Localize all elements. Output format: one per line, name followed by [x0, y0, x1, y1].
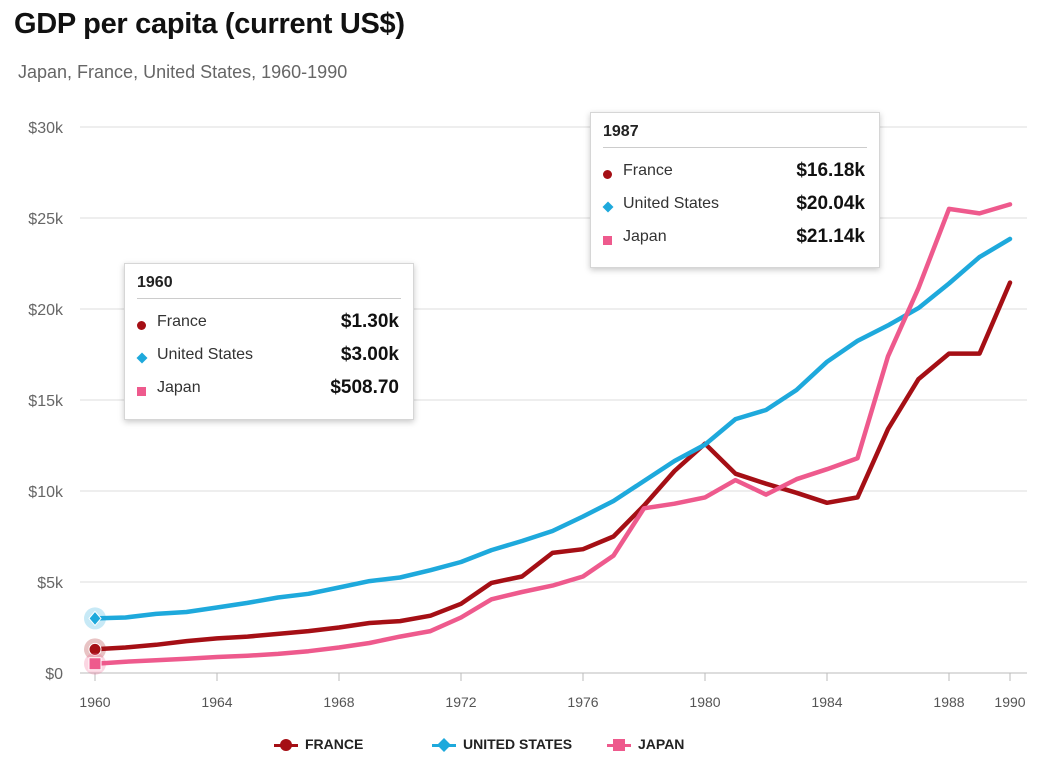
- x-tick-label: 1968: [323, 694, 354, 710]
- tooltip-series-value: $20.04k: [796, 193, 865, 214]
- legend-label: FRANCE: [305, 736, 364, 752]
- tooltip-row-united-states: United States $3.00k: [136, 340, 401, 373]
- series-line-japan[interactable]: [92, 202, 1013, 666]
- highlight-point-japan[interactable]: [88, 657, 102, 671]
- tooltip-series-value: $508.70: [330, 377, 399, 398]
- tooltip-series-value: $21.14k: [796, 226, 865, 247]
- x-tick-label: 1988: [933, 694, 964, 710]
- circle-icon: [137, 321, 146, 330]
- tooltip-year: 1987: [603, 123, 867, 148]
- tooltip-row-united-states: United States $20.04k: [602, 189, 867, 222]
- y-tick-label: $30k: [28, 120, 64, 137]
- y-tick-label: $25k: [28, 211, 64, 228]
- tooltip-row-france: France $1.30k: [137, 307, 401, 340]
- highlight-point-france[interactable]: [88, 642, 102, 656]
- legend-label: JAPAN: [638, 736, 685, 752]
- x-tick-label: 1984: [811, 694, 842, 710]
- square-icon: [613, 739, 625, 751]
- circle-icon: [603, 170, 612, 179]
- x-tick-label: 1964: [201, 694, 232, 710]
- series-line-united-states[interactable]: [92, 236, 1013, 621]
- tooltip-series-name: Japan: [157, 379, 201, 396]
- y-tick-label: $10k: [28, 484, 64, 501]
- y-tick-label: $5k: [37, 575, 64, 592]
- x-axis-ticks: 1960 1964 1968 1972 1976 1980 1984 1988 1990: [79, 673, 1026, 710]
- tooltip-year: 1960: [137, 274, 401, 299]
- tooltip-row-japan: Japan $508.70: [137, 373, 401, 406]
- y-tick-label: $0: [45, 666, 63, 683]
- tooltip-1960: 1960 France $1.30k United States $3.00k …: [124, 263, 414, 420]
- highlight-markers: [84, 607, 106, 675]
- chart-legend: FRANCE UNITED STATES JAPAN: [0, 734, 1037, 756]
- tooltip-series-value: $3.00k: [340, 344, 399, 365]
- tooltip-series-name: United States: [157, 346, 254, 363]
- legend-label: UNITED STATES: [463, 736, 573, 752]
- circle-icon: [280, 739, 292, 751]
- diamond-icon: [602, 201, 614, 213]
- tooltip-series-name: Japan: [623, 228, 667, 245]
- x-tick-label: 1990: [994, 694, 1025, 710]
- square-icon: [603, 236, 612, 245]
- y-axis-ticks: $0 $5k $10k $15k $20k $25k $30k: [28, 120, 64, 683]
- tooltip-1987: 1987 France $16.18k United States $20.04…: [590, 112, 880, 268]
- tooltip-series-value: $1.30k: [340, 311, 399, 332]
- chart-title: GDP per capita (current US$): [14, 8, 405, 40]
- y-tick-label: $15k: [28, 393, 64, 410]
- tooltip-row-japan: Japan $21.14k: [603, 222, 867, 255]
- x-tick-label: 1972: [445, 694, 476, 710]
- y-tick-label: $20k: [28, 302, 64, 319]
- series-layer: [92, 202, 1013, 666]
- tooltip-series-name: United States: [623, 195, 720, 212]
- x-tick-label: 1976: [567, 694, 598, 710]
- square-icon: [137, 387, 146, 396]
- tooltip-series-name: France: [623, 162, 673, 179]
- tooltip-series-value: $16.18k: [796, 160, 865, 181]
- tooltip-series-name: France: [157, 313, 207, 330]
- highlight-point-united-states[interactable]: [88, 610, 102, 627]
- tooltip-row-france: France $16.18k: [603, 156, 867, 189]
- diamond-icon: [136, 352, 148, 364]
- series-line-france[interactable]: [92, 280, 1013, 652]
- x-tick-label: 1960: [79, 694, 110, 710]
- chart-subtitle: Japan, France, United States, 1960-1990: [18, 62, 348, 82]
- diamond-icon: [437, 738, 451, 752]
- x-tick-label: 1980: [689, 694, 720, 710]
